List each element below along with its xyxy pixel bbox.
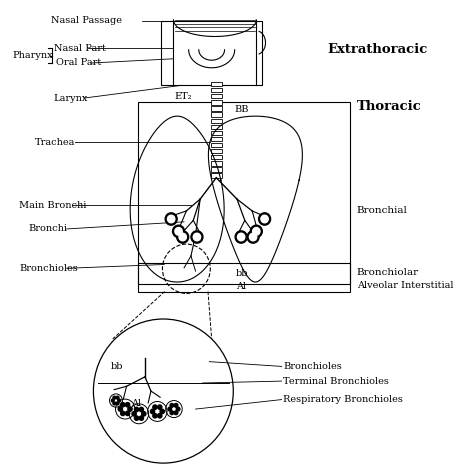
Circle shape [128,407,132,411]
Circle shape [174,403,178,407]
Circle shape [249,233,257,241]
Bar [211,125,222,129]
Circle shape [120,402,125,407]
Text: Respiratory Bronchioles: Respiratory Bronchioles [283,395,403,404]
Text: Pharynx: Pharynx [13,52,54,60]
Bar [161,21,262,85]
Text: Bronchiolar: Bronchiolar [356,268,419,277]
Circle shape [167,215,175,223]
Circle shape [158,413,162,418]
Bar [211,106,222,110]
Circle shape [111,399,114,402]
Text: Bronchial: Bronchial [356,207,408,215]
Circle shape [165,213,177,225]
Text: Al: Al [131,400,141,408]
Circle shape [237,233,245,241]
Bar [211,131,222,135]
Text: Alveolar Interstitial: Alveolar Interstitial [356,282,453,290]
Circle shape [247,231,259,243]
Circle shape [170,411,173,415]
Circle shape [160,409,164,414]
Bar [211,118,222,123]
Circle shape [174,411,178,415]
Text: Bronchioles: Bronchioles [283,362,342,371]
Text: Nasal Passage: Nasal Passage [51,16,122,25]
Text: ET₂: ET₂ [174,92,191,100]
Text: Bronchi: Bronchi [28,225,67,233]
Circle shape [142,411,146,416]
Circle shape [191,231,203,243]
Text: Al: Al [237,282,246,291]
Circle shape [170,403,173,407]
Bar [211,100,222,105]
Circle shape [139,407,144,412]
Bar [211,149,222,154]
Circle shape [135,416,139,420]
Circle shape [176,407,180,411]
Bar [211,88,222,92]
Bar [211,155,222,159]
Text: Bronchioles: Bronchioles [19,264,78,273]
Circle shape [116,402,119,405]
Circle shape [135,407,139,412]
Bar [211,167,222,172]
Circle shape [139,416,144,420]
Circle shape [261,215,268,223]
Text: Thoracic: Thoracic [356,100,421,113]
Circle shape [250,225,262,237]
Circle shape [118,399,120,402]
Circle shape [126,402,130,407]
Circle shape [120,411,125,416]
Circle shape [168,407,172,411]
Text: bb: bb [111,363,124,371]
Text: Oral Part: Oral Part [56,58,101,67]
Bar [211,82,222,86]
Circle shape [113,402,116,405]
Circle shape [179,233,186,241]
Text: BB: BB [234,106,249,114]
Circle shape [153,405,157,410]
Circle shape [235,231,247,243]
Text: Terminal Bronchioles: Terminal Bronchioles [283,377,389,385]
Circle shape [173,225,184,237]
Circle shape [116,396,119,399]
Circle shape [177,231,189,243]
Text: Nasal Part: Nasal Part [55,44,106,53]
Text: Main Bronchi: Main Bronchi [19,201,87,210]
Circle shape [175,228,182,235]
Bar [138,102,350,284]
Bar [211,137,222,141]
Bar [211,112,222,117]
Bar [211,173,222,178]
Text: bb: bb [235,270,248,278]
Text: Larynx: Larynx [53,94,87,102]
Bar [211,94,222,99]
Text: Extrathoracic: Extrathoracic [327,43,428,56]
Circle shape [118,407,122,411]
Circle shape [132,411,136,416]
Circle shape [253,228,260,235]
Text: Trachea: Trachea [35,138,75,146]
Circle shape [158,405,162,410]
Circle shape [150,409,155,414]
Bar [211,161,222,165]
Circle shape [193,233,201,241]
Circle shape [259,213,271,225]
Bar [211,143,222,147]
Circle shape [113,396,116,399]
Circle shape [126,411,130,416]
Bar [138,263,350,292]
Circle shape [153,413,157,418]
